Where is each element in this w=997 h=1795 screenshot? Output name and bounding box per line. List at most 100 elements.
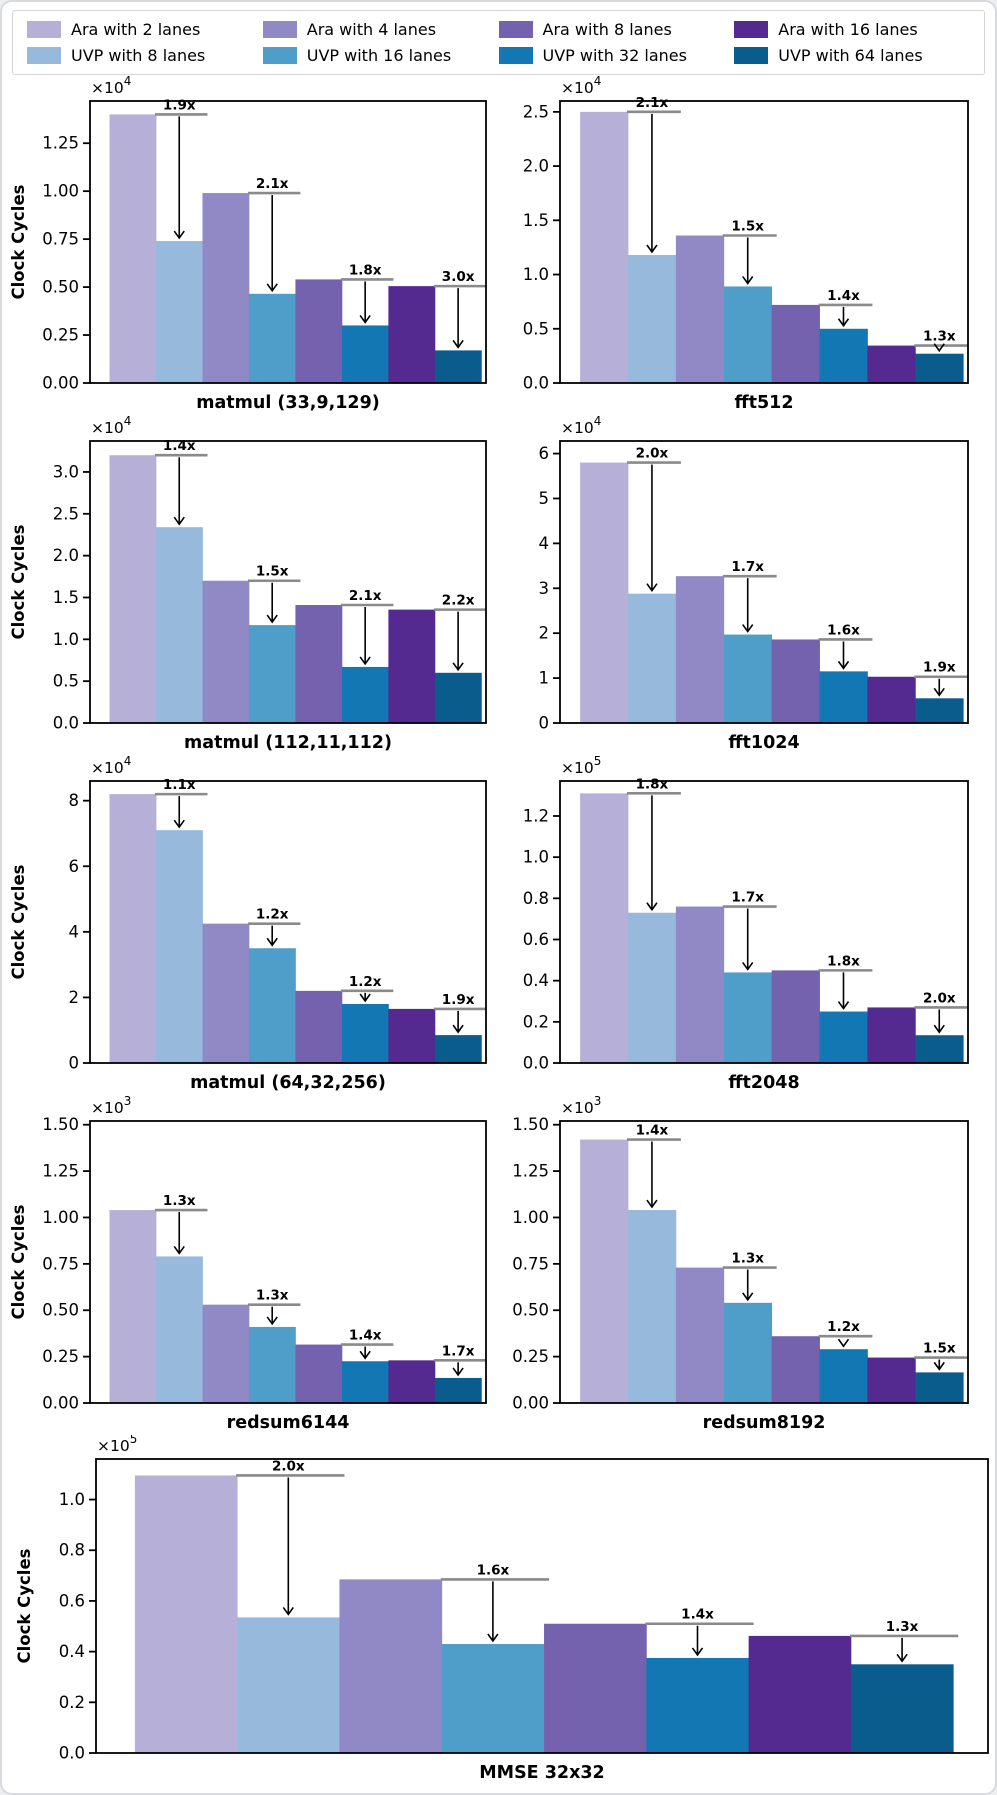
speedup-arrowhead-icon (173, 516, 185, 526)
plot-border (89, 100, 487, 384)
plot-border (89, 440, 487, 724)
bar-ara-with-2-lanes (109, 794, 157, 1063)
bar-uvp-with-64-lanes (915, 698, 964, 723)
bar-ara-with-4-lanes (675, 235, 725, 383)
speedup-label: 2.1x (256, 176, 289, 192)
bar-ara-with-16-lanes (748, 1635, 852, 1753)
subplot-fft2048: ×105 0.0 0.2 0.4 0.6 0.8 1.0 1.2 1.8x 1.7x 1.8x 2.0… (523, 755, 969, 1093)
axis-scale-exponent: 5 (130, 1435, 138, 1446)
speedup-arrowhead-icon (933, 343, 945, 353)
speedup-arrowhead-icon (487, 1633, 499, 1643)
subplot-title: matmul (64,32,256) (190, 1073, 386, 1093)
y-axis-tick-label: 0.00 (42, 374, 79, 393)
bar-ara-with-16-lanes (388, 1008, 436, 1063)
y-axis-tick-label: 1.50 (42, 1115, 79, 1134)
speedup-arrowhead-icon (359, 1350, 371, 1360)
bar-ara-with-2-lanes (109, 114, 157, 383)
y-axis-tick-label: 0.5 (53, 672, 79, 691)
legend-swatch-icon (27, 21, 61, 38)
bar-ara-with-8-lanes (544, 1623, 647, 1753)
speedup-arrowhead-icon (837, 1001, 850, 1010)
subplot-matmul-33-9-129: ×104 0.00 0.25 0.50 0.75 1.00 1.25 1.9x 2.1x 1.8x… (9, 75, 487, 413)
speedup-label: 2.0x (272, 1458, 305, 1474)
legend-swatch-icon (262, 47, 297, 64)
chart-cell-matmul-64-32-256: ×104 0 2 4 6 8 1.1x 1.2x 1.2x 1.9x matmul (64,32,2… (2, 755, 500, 1095)
axis-scale-label: ×104 (91, 755, 131, 777)
speedup-arrowhead-icon (837, 660, 850, 670)
subplot-matmul-112-11-112: ×104 0.0 0.5 1.0 1.5 2.0 2.5 3.0 1.4x 1.5x 2.1x 2.2… (9, 415, 487, 753)
y-axis-tick-label: 1.00 (42, 182, 79, 201)
bar-ara-with-8-lanes (771, 1336, 820, 1403)
legend-swatch-icon (734, 47, 769, 64)
subplot-fft512: ×104 0.0 0.5 1.0 1.5 2.0 2.5 2.1x 1.5x 1.4x 1.3x ff… (523, 75, 969, 413)
bar-uvp-with-8-lanes (628, 1210, 677, 1403)
axis-scale-exponent: 4 (124, 415, 132, 428)
bar-ara-with-8-lanes (295, 605, 343, 723)
y-axis-title: Clock Cycles (9, 864, 28, 979)
speedup-arrowhead-icon (452, 1367, 464, 1377)
y-axis-tick-label: 8 (69, 791, 80, 810)
bar-ara-with-2-lanes (134, 1475, 238, 1753)
speedup-label: 1.8x (636, 776, 669, 792)
subplot-title: redsum8192 (703, 1413, 826, 1433)
speedup-label: 1.3x (886, 1619, 919, 1635)
speedup-label: 1.4x (163, 438, 196, 454)
y-axis-tick-label: 0.0 (53, 714, 79, 733)
legend-item-ara-with-4-lanes: Ara with 4 lanes (262, 18, 499, 41)
chart-cell-mmse-32x32: ×105 0.0 0.2 0.4 0.6 0.8 1.0 2.0x 1.6x 1.4x 1.3x MM… (2, 1435, 995, 1784)
speedup-arrowhead-icon (646, 244, 658, 254)
y-axis-tick-label: 0.00 (42, 1394, 79, 1413)
legend-item-uvp-with-64-lanes: UVP with 64 lanes (734, 44, 970, 67)
bar-uvp-with-64-lanes (434, 350, 482, 383)
legend-swatch-icon (27, 47, 61, 64)
bar-ara-with-4-lanes (675, 906, 725, 1063)
subplot-title: matmul (33,9,129) (196, 393, 380, 413)
speedup-arrowhead-icon (933, 687, 945, 697)
y-axis-tick-label: 0.0 (523, 1054, 549, 1073)
speedup-label: 2.1x (636, 95, 669, 111)
speedup-arrowhead-icon (742, 276, 754, 285)
bar-uvp-with-64-lanes (434, 1377, 482, 1403)
speedup-arrowhead-icon (742, 961, 754, 971)
bar-uvp-with-8-lanes (628, 255, 677, 383)
axis-scale-label: ×103 (561, 1095, 601, 1117)
subplot-fft1024: ×104 0 1 2 3 4 5 6 2.0x 1.7x 1.6x 1.9x fft1024 (539, 415, 969, 753)
y-axis-tick-label: 0.0 (59, 1744, 85, 1763)
y-axis-tick-label: 2.5 (53, 504, 79, 523)
y-axis-tick-label: 0.75 (512, 1254, 549, 1273)
speedup-label: 1.2x (256, 907, 289, 923)
speedup-label: 1.8x (827, 953, 860, 969)
bar-ara-with-4-lanes (202, 580, 250, 723)
speedup-label: 1.5x (923, 1341, 956, 1357)
speedup-label: 1.6x (827, 622, 860, 638)
chart-cell-redsum6144: ×103 0.00 0.25 0.50 0.75 1.00 1.25 1.50 1.3x 1.3x… (2, 1095, 500, 1435)
speedup-label: 2.2x (442, 593, 475, 609)
legend-label: Ara with 8 lanes (542, 20, 672, 39)
speedup-label: 1.5x (256, 564, 289, 580)
chart-cell-fft1024: ×104 0 1 2 3 4 5 6 2.0x 1.7x 1.6x 1.9x fft1024 (500, 415, 995, 755)
bar-uvp-with-8-lanes (156, 527, 203, 723)
y-axis-tick-label: 1.0 (59, 1490, 85, 1509)
axis-scale-label: ×104 (561, 75, 601, 97)
bar-uvp-with-32-lanes (819, 328, 868, 383)
bar-uvp-with-32-lanes (646, 1657, 750, 1753)
y-axis-tick-label: 0.25 (512, 1347, 549, 1366)
charts-grid: ×104 0.00 0.25 0.50 0.75 1.00 1.25 1.9x 2.1x 1.8x… (2, 75, 995, 1784)
bar-ara-with-4-lanes (675, 1267, 725, 1403)
plot-border (95, 1458, 989, 1754)
y-axis-tick-label: 0.50 (42, 278, 79, 297)
bar-ara-with-2-lanes (580, 111, 629, 383)
plot-border (559, 1120, 969, 1404)
legend-item-uvp-with-32-lanes: UVP with 32 lanes (498, 44, 735, 67)
axis-scale-exponent: 4 (124, 75, 132, 88)
y-axis-tick-label: 6 (69, 857, 80, 876)
bar-ara-with-16-lanes (388, 1360, 436, 1403)
legend-item-ara-with-2-lanes: Ara with 2 lanes (27, 18, 263, 41)
legend-label: UVP with 8 lanes (71, 46, 206, 65)
legend-swatch-icon (262, 21, 297, 38)
speedup-label: 1.3x (923, 329, 956, 345)
bar-ara-with-16-lanes (867, 1357, 916, 1403)
y-axis-tick-label: 1.0 (53, 630, 79, 649)
bar-uvp-with-16-lanes (248, 293, 296, 383)
